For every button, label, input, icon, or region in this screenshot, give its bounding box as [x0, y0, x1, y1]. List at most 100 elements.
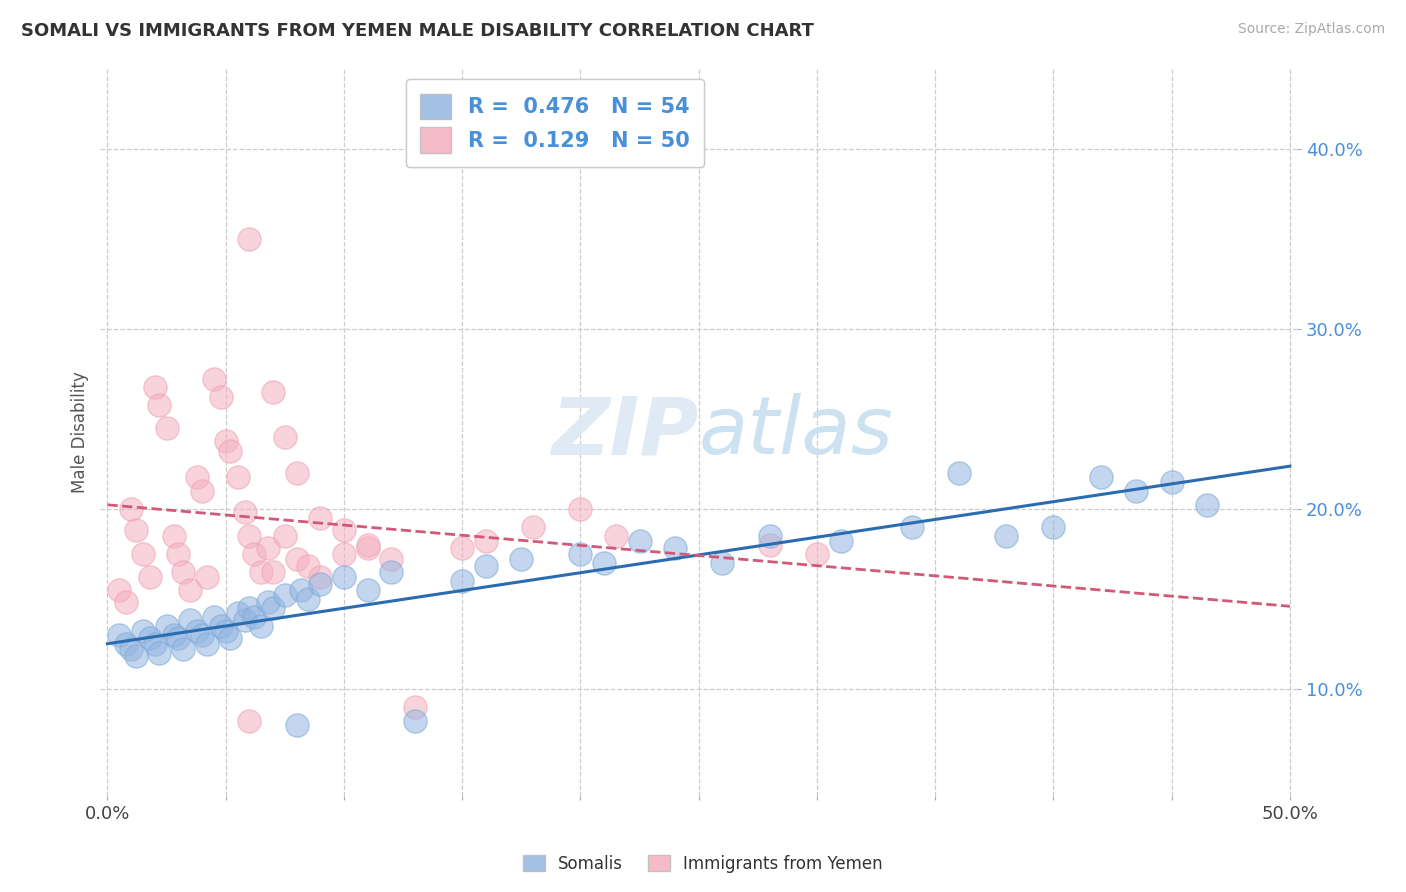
Point [711, 556, 734, 570]
Point [148, 646, 170, 660]
Point [195, 570, 218, 584]
Point [202, 372, 225, 386]
Point [238, 529, 260, 543]
Point [148, 398, 170, 412]
Text: ZIP: ZIP [551, 393, 699, 472]
Point [108, 628, 131, 642]
Point [664, 541, 686, 556]
Point [233, 506, 256, 520]
Point [139, 632, 162, 646]
Point [219, 444, 242, 458]
Point [233, 613, 256, 627]
Point [510, 552, 533, 566]
Point [215, 624, 238, 639]
Point [257, 595, 280, 609]
Point [274, 430, 297, 444]
Point [995, 529, 1018, 543]
Point [309, 570, 332, 584]
Point [143, 637, 166, 651]
Text: atlas: atlas [699, 393, 893, 472]
Point [806, 547, 828, 561]
Point [290, 582, 312, 597]
Point [380, 565, 402, 579]
Point [186, 469, 208, 483]
Point [202, 609, 225, 624]
Point [404, 699, 426, 714]
Point [120, 642, 142, 657]
Text: Source: ZipAtlas.com: Source: ZipAtlas.com [1237, 22, 1385, 37]
Point [522, 520, 544, 534]
Point [226, 606, 249, 620]
Point [257, 541, 280, 556]
Point [285, 552, 308, 566]
Y-axis label: Male Disability: Male Disability [72, 372, 89, 493]
Point [191, 628, 214, 642]
Point [628, 534, 651, 549]
Point [238, 232, 260, 246]
Point [475, 559, 498, 574]
Point [605, 529, 627, 543]
Point [356, 538, 378, 552]
Point [569, 501, 592, 516]
Point [167, 547, 190, 561]
Point [139, 570, 162, 584]
Point [115, 595, 138, 609]
Point [219, 632, 242, 646]
Point [758, 529, 780, 543]
Point [262, 565, 284, 579]
Point [285, 466, 308, 480]
Point [333, 570, 356, 584]
Text: SOMALI VS IMMIGRANTS FROM YEMEN MALE DISABILITY CORRELATION CHART: SOMALI VS IMMIGRANTS FROM YEMEN MALE DIS… [21, 22, 814, 40]
Point [274, 588, 297, 602]
Point [163, 529, 186, 543]
Point [179, 613, 201, 627]
Point [356, 582, 378, 597]
Point [1090, 469, 1112, 483]
Point [186, 624, 208, 639]
Point [243, 609, 266, 624]
Point [209, 391, 232, 405]
Point [155, 421, 177, 435]
Point [297, 559, 319, 574]
Point [900, 520, 922, 534]
Legend: R =  0.476   N = 54, R =  0.129   N = 50: R = 0.476 N = 54, R = 0.129 N = 50 [406, 78, 704, 168]
Point [167, 632, 190, 646]
Point [250, 618, 273, 632]
Point [132, 624, 155, 639]
Point [380, 552, 402, 566]
Point [356, 541, 378, 556]
Point [1125, 483, 1147, 498]
Point [404, 714, 426, 728]
Point [250, 565, 273, 579]
Point [120, 501, 142, 516]
Point [108, 582, 131, 597]
Point [195, 637, 218, 651]
Point [948, 466, 970, 480]
Point [1197, 498, 1219, 512]
Point [125, 649, 148, 664]
Point [309, 511, 332, 525]
Point [451, 541, 474, 556]
Point [125, 524, 148, 538]
Point [593, 556, 616, 570]
Point [1042, 520, 1064, 534]
Point [333, 524, 356, 538]
Point [172, 642, 194, 657]
Point [115, 637, 138, 651]
Point [309, 577, 332, 591]
Point [215, 434, 238, 448]
Point [238, 714, 260, 728]
Point [209, 618, 232, 632]
Point [143, 379, 166, 393]
Point [569, 547, 592, 561]
Point [1160, 475, 1182, 489]
Point [262, 385, 284, 400]
Point [451, 574, 474, 588]
Point [243, 547, 266, 561]
Point [285, 717, 308, 731]
Point [163, 628, 186, 642]
Point [333, 547, 356, 561]
Point [155, 618, 177, 632]
Point [179, 582, 201, 597]
Point [297, 591, 319, 606]
